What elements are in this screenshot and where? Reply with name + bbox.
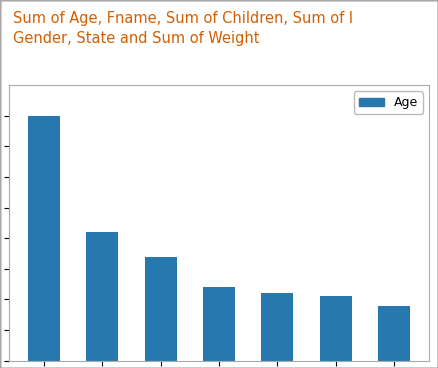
Text: Sum of Age, Fname, Sum of Children, Sum of I
Gender, State and Sum of Weight: Sum of Age, Fname, Sum of Children, Sum … xyxy=(13,11,353,46)
Bar xyxy=(320,296,352,361)
Bar xyxy=(378,305,410,361)
Bar xyxy=(28,116,60,361)
Bar xyxy=(261,293,293,361)
Bar xyxy=(203,287,235,361)
Bar xyxy=(86,232,118,361)
Legend: Age: Age xyxy=(354,91,423,114)
Bar xyxy=(145,256,177,361)
